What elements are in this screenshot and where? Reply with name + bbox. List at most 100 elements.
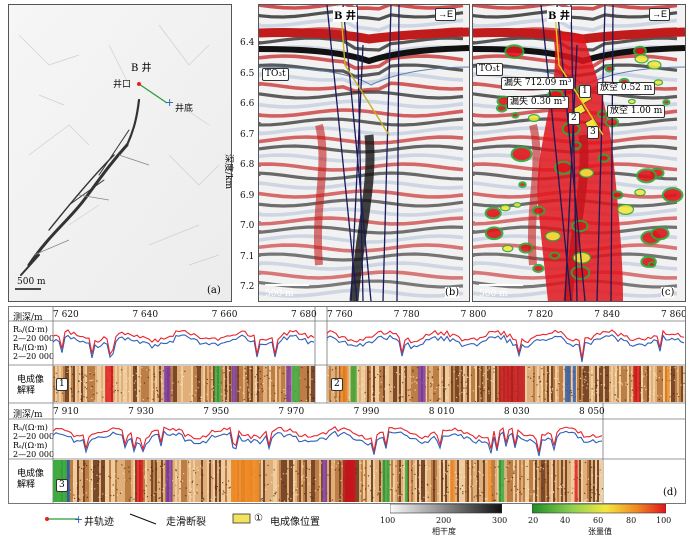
panel-c-scale: 500 m	[479, 289, 508, 299]
row1-rs-range: 2—20 000	[13, 352, 55, 361]
panel-b-direction: →E	[435, 8, 457, 21]
row2-tick-8030: 8 030	[503, 407, 530, 417]
row2-rs-range: 2—20 000	[13, 450, 55, 459]
coherence-tick-300: 300	[492, 516, 508, 525]
image-marker-1: 1	[56, 378, 68, 391]
marker-3: 3	[587, 126, 599, 139]
row1a-tick-7620: 7 620	[53, 310, 79, 320]
row1-image-label-2: 解释	[17, 386, 36, 396]
legend-fault: 走滑断裂	[166, 517, 206, 528]
fault-legend-icon	[129, 513, 157, 525]
coherence-colorbar	[390, 504, 502, 514]
seismic-section-graphic	[259, 5, 469, 301]
row1-rs-label: Rₛ/(Ω·m)	[13, 343, 48, 352]
image-marker-3: 3	[56, 479, 68, 492]
coherence-tick-200: 200	[436, 516, 452, 525]
panel-a-coherence-map: + B 井 井口 井底 500 m (a)	[8, 4, 232, 302]
row2-depth-label: 测深/m	[13, 410, 43, 420]
row2-rs-label: Rₛ/(Ω·m)	[13, 441, 48, 450]
panel-b-label: (b)	[445, 287, 460, 298]
row1b-tick-7820: 7 820	[527, 310, 554, 320]
coherence-tick-100: 100	[380, 516, 396, 525]
row1b-tick-7860: 7 860	[661, 310, 686, 320]
panel-c-horizon: TO₃t	[476, 63, 503, 76]
row2-image-label-1: 电成像	[17, 469, 45, 479]
panel-b-direction-text: E	[447, 9, 454, 19]
coherence-label: 相干度	[432, 527, 456, 536]
row1-depth-label: 测深/m	[13, 313, 43, 323]
tensor-tick-100: 100	[656, 516, 672, 525]
tensor-colorbar	[532, 504, 666, 514]
row2-tick-7990: 7 990	[353, 407, 380, 417]
row1b-tick-7780: 7 780	[393, 310, 420, 320]
panel-a-scale: 500 m	[17, 277, 46, 287]
log-curves-row2	[53, 425, 603, 457]
svg-text:+: +	[165, 96, 174, 109]
row1b-tick-7840: 7 840	[594, 310, 620, 320]
void-annotation-1: 放空 0.52 m	[597, 82, 656, 95]
row1b-tick-7760: 7 760	[327, 310, 353, 320]
depth-tick-6.9: 6.9	[240, 190, 255, 201]
row2-tick-7950: 7 950	[203, 407, 230, 417]
row2-image-label: 电成像 解释	[17, 469, 44, 491]
panel-d-label: (d)	[663, 487, 678, 498]
marker-2: 2	[568, 112, 580, 125]
void-annotation-2: 放空 1.00 m	[607, 105, 666, 118]
panel-a-label: (a)	[207, 285, 221, 296]
row1-image-label-1: 电成像	[17, 375, 45, 385]
row1a-tick-7660: 7 660	[211, 310, 238, 320]
row1-log-label: Rₐ/(Ω·m) 2—20 000 Rₛ/(Ω·m) 2—20 000	[13, 325, 54, 361]
legend: + 井轨迹 走滑断裂 ① 电成像位置 100 200 300 相干度 20 40…	[0, 504, 690, 538]
tensor-section-graphic	[473, 5, 685, 301]
row2-tick-7970: 7 970	[278, 407, 305, 417]
arrow-icon: →	[438, 9, 447, 19]
row2-log-label: Rₐ/(Ω·m) 2—20 000 Rₛ/(Ω·m) 2—20 000	[13, 423, 54, 459]
depth-tick-6.8: 6.8	[240, 160, 255, 170]
panel-b-well-label: B 井	[333, 7, 357, 22]
depth-tick-7.2: 7.2	[240, 282, 255, 292]
row1a-tick-7640: 7 640	[132, 310, 159, 320]
depth-tick-6.7: 6.7	[240, 129, 255, 140]
wellbottom-label: 井底	[175, 104, 194, 114]
panel-c-label: (c)	[661, 287, 675, 298]
marker-1: 1	[579, 85, 591, 98]
depth-axis-title: 深度/km	[223, 154, 233, 190]
panel-b-horizon: TO₃t	[262, 68, 289, 81]
image-log-row2	[53, 460, 603, 502]
row2-tick-7910: 7 910	[53, 407, 79, 417]
row2-tick-8050: 8 050	[579, 407, 605, 417]
wellhead-label: 井口	[113, 80, 132, 90]
coherence-map-graphic: +	[9, 5, 231, 301]
legend-trajectory: 井轨迹	[84, 517, 114, 528]
image-log-row1-right	[327, 366, 685, 402]
legend-image-marker: ①	[254, 513, 263, 524]
row2-ra-label: Rₐ/(Ω·m)	[13, 423, 48, 432]
row1-ra-label: Rₐ/(Ω·m)	[13, 325, 48, 334]
arrow-icon: →	[652, 9, 661, 19]
depth-tick-7.0: 7.0	[240, 221, 255, 231]
svg-text:+: +	[74, 513, 82, 526]
tensor-label: 张量值	[588, 527, 612, 536]
panel-a-well-label: B 井	[131, 63, 152, 74]
row1b-tick-7800: 7 800	[460, 310, 487, 320]
panel-b-scale: 500 m	[265, 289, 294, 299]
log-curves-row1-left	[53, 329, 315, 359]
image-position-legend-icon	[232, 513, 251, 524]
image-marker-2: 2	[331, 378, 343, 391]
panel-d-grid	[9, 307, 685, 503]
depth-tick-6.6: 6.6	[240, 99, 255, 109]
row2-ra-range: 2—20 000	[13, 432, 55, 441]
panel-c-well-label: B 井	[547, 7, 571, 22]
depth-tick-6.4: 6.4	[240, 38, 255, 48]
tensor-tick-80: 80	[626, 516, 637, 525]
image-log-row1-left	[53, 366, 315, 402]
panel-c-direction: →E	[649, 8, 671, 21]
loss-annotation-1: 漏失 712.09 m³	[501, 77, 575, 90]
row1a-tick-7680: 7 680	[291, 310, 317, 320]
depth-tick-7.1: 7.1	[240, 251, 255, 262]
panel-c-direction-text: E	[661, 9, 668, 19]
tensor-tick-60: 60	[593, 516, 604, 525]
trajectory-legend-icon: +	[45, 513, 82, 526]
legend-image-pos: 电成像位置	[270, 517, 320, 528]
tensor-tick-20: 20	[528, 516, 539, 525]
